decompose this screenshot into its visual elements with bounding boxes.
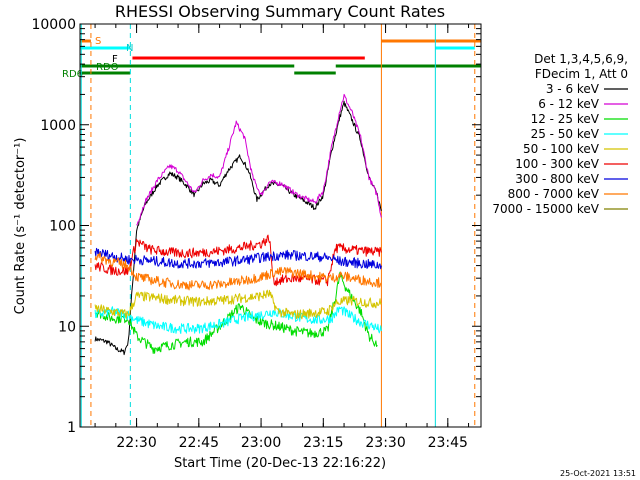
legend-entry-label: 800 - 7000 keV <box>508 187 600 201</box>
x-tick-label: 23:30 <box>365 435 405 451</box>
legend-entry-label: 7000 - 15000 keV <box>492 202 599 216</box>
axes-group: 1 10 100 1000 10000 22:30 22:45 23:00 23:15 23:30… <box>31 17 481 451</box>
flag-label-saa: S <box>95 36 101 47</box>
y-tick-label: 10 <box>58 319 76 335</box>
x-tick-label: 23:00 <box>241 435 281 451</box>
y-axis-label: Count Rate (s⁻¹ detector⁻¹) <box>13 138 28 315</box>
series-line <box>94 271 378 354</box>
legend-entry-label: 25 - 50 keV <box>531 127 600 141</box>
x-tick-label: 23:15 <box>303 435 343 451</box>
series-line <box>94 100 382 356</box>
x-axis-label: Start Time (20-Dec-13 22:16:22) <box>174 456 386 471</box>
flag-label-flare: F <box>112 54 118 65</box>
x-tick-label: 22:30 <box>116 435 156 451</box>
flag-label-decimation: RDO <box>96 62 119 73</box>
y-tick-label: 100 <box>49 219 76 235</box>
x-tick-label: 22:45 <box>179 435 219 451</box>
series-line <box>94 252 382 291</box>
y-tick-label: 10000 <box>31 17 76 33</box>
series-group <box>94 93 382 356</box>
legend-header-line: Det 1,3,4,5,6,9, <box>534 52 628 66</box>
x-tick-label: 23:45 <box>428 435 468 451</box>
legend-entry-label: 50 - 100 keV <box>523 142 600 156</box>
legend-entry-label: 300 - 800 keV <box>515 172 599 186</box>
legend-entry-label: 6 - 12 keV <box>538 97 600 111</box>
series-line <box>94 289 382 320</box>
flag-label-night: N <box>126 43 133 54</box>
y-tick-label: 1000 <box>40 118 76 134</box>
series-line <box>94 247 382 270</box>
flag-label-rd: RD6 <box>62 69 83 80</box>
series-line <box>136 93 382 226</box>
legend-entry-label: 12 - 25 keV <box>531 112 600 126</box>
series-line <box>94 306 382 334</box>
legend-entry-label: 3 - 6 keV <box>546 82 600 96</box>
legend-entry-label: 100 - 300 keV <box>515 157 599 171</box>
chart-title: RHESSI Observing Summary Count Rates <box>115 2 445 21</box>
y-tick-label: 1 <box>67 420 76 436</box>
legend: Det 1,3,4,5,6,9,FDecim 1, Att 03 - 6 keV… <box>492 52 628 216</box>
footer-timestamp: 25-Oct-2021 13:51 <box>560 469 636 478</box>
legend-header-line: FDecim 1, Att 0 <box>535 67 628 81</box>
